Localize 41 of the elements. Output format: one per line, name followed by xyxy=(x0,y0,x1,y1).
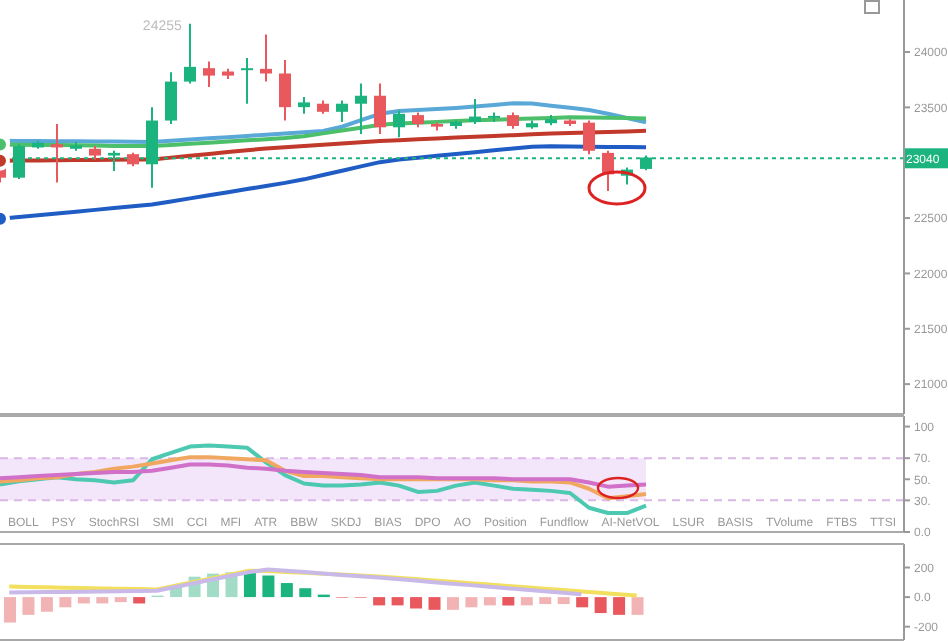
candlestick xyxy=(393,109,405,139)
bar xyxy=(520,597,533,606)
bar xyxy=(539,597,552,605)
candlestick xyxy=(469,98,481,125)
bar xyxy=(576,597,589,608)
bar xyxy=(114,597,127,603)
bar xyxy=(631,597,644,615)
candlestick xyxy=(184,22,196,85)
bar xyxy=(428,597,441,610)
bar xyxy=(557,597,570,605)
bar xyxy=(77,597,90,604)
candlestick xyxy=(203,60,215,89)
candlestick xyxy=(355,82,367,136)
bar xyxy=(613,597,626,615)
bar xyxy=(96,597,109,604)
candlestick xyxy=(374,82,386,136)
bar xyxy=(262,575,275,598)
candlestick xyxy=(336,99,348,123)
bar xyxy=(59,597,72,608)
bar xyxy=(465,597,478,608)
bar xyxy=(373,597,386,606)
bar xyxy=(391,597,404,606)
candlestick xyxy=(279,59,291,122)
bar xyxy=(483,597,496,606)
bar xyxy=(133,597,146,604)
bar xyxy=(446,597,459,610)
bar xyxy=(243,572,256,598)
candlestick xyxy=(51,122,63,184)
bar xyxy=(502,597,515,606)
bar xyxy=(4,597,16,623)
candlestick xyxy=(165,71,177,125)
line-series xyxy=(0,443,648,516)
bar xyxy=(22,597,35,615)
bar xyxy=(299,588,312,598)
bar xyxy=(410,597,423,609)
bar xyxy=(594,597,607,614)
candlestick xyxy=(583,119,595,156)
candlestick xyxy=(260,33,272,83)
candlestick xyxy=(241,57,253,105)
bar xyxy=(40,597,53,612)
bar xyxy=(280,583,293,598)
